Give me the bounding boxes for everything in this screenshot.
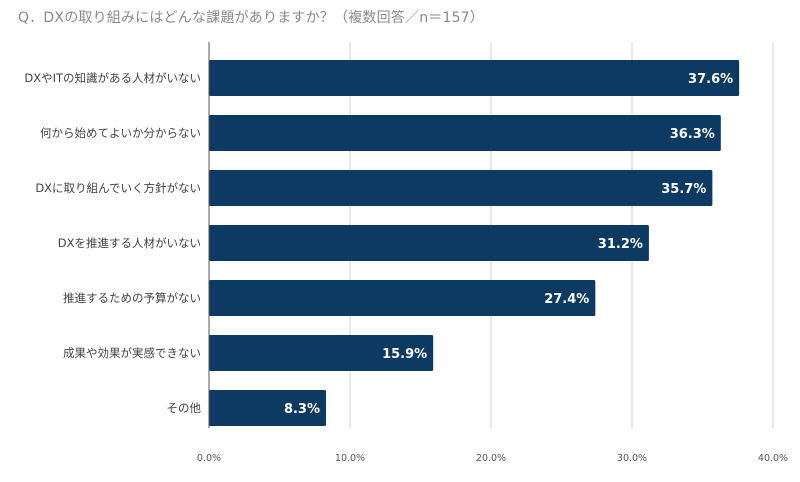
bar (209, 170, 713, 206)
x-tick-label: 30.0% (617, 453, 647, 464)
bar (209, 115, 721, 151)
data-label: 37.6% (688, 72, 733, 87)
chart-title: Q．DXの取り組みにはどんな課題がありますか？（複数回答／n＝157） (18, 10, 484, 26)
bar (209, 280, 596, 316)
category-label: 何から始めてよいか分からない (40, 126, 201, 140)
bar (209, 335, 434, 371)
x-tick-label: 0.0% (197, 453, 221, 464)
data-label: 36.3% (670, 127, 715, 142)
bar (209, 225, 649, 261)
category-label: DXを推進する人材がいない (58, 236, 201, 250)
category-label: 推進するための予算がない (63, 291, 201, 305)
data-label: 8.3% (284, 402, 320, 417)
bar (209, 60, 740, 96)
category-label: DXに取り組んでいく方針がない (35, 181, 201, 195)
data-label: 31.2% (598, 237, 643, 252)
data-label: 15.9% (382, 347, 427, 362)
category-label: 成果や効果が実感できない (63, 346, 201, 360)
category-label: その他 (167, 401, 202, 415)
data-label: 35.7% (661, 182, 706, 197)
x-tick-label: 40.0% (758, 453, 788, 464)
x-tick-label: 20.0% (476, 453, 506, 464)
category-label: DXやITの知識がある人材がいない (24, 71, 201, 85)
bar (209, 390, 327, 426)
data-label: 27.4% (544, 292, 589, 307)
x-tick-label: 10.0% (335, 453, 365, 464)
